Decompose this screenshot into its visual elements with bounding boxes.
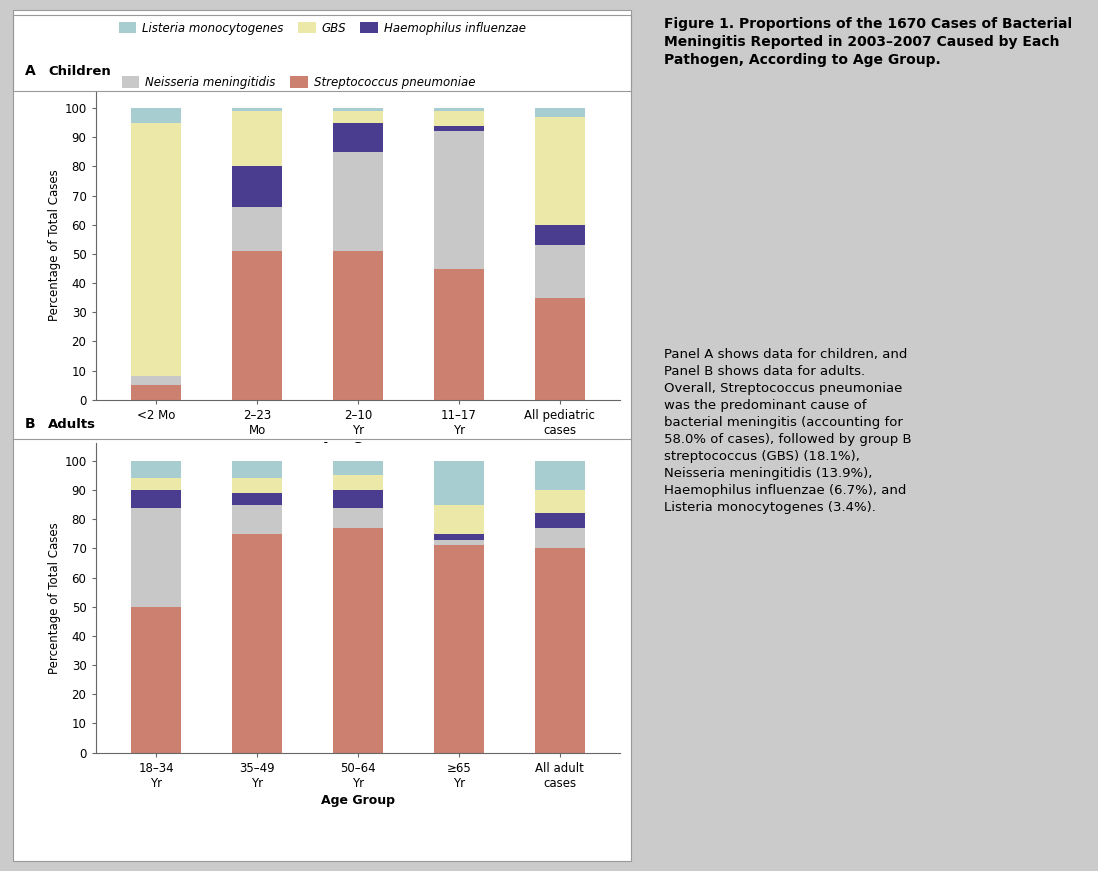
Bar [333,111,383,123]
Bar [333,490,383,508]
Bar [232,108,282,111]
Bar [232,493,282,504]
Bar [434,268,484,400]
Bar [333,251,383,400]
Bar [535,549,585,753]
Bar [535,513,585,528]
Bar [131,607,181,753]
Bar [131,385,181,400]
Bar [131,508,181,607]
Text: A: A [24,64,35,78]
Y-axis label: Percentage of Total Cases: Percentage of Total Cases [48,522,61,674]
Bar [232,534,282,753]
Bar [434,108,484,111]
Bar [535,461,585,490]
Bar [131,461,181,478]
Bar [131,376,181,385]
Bar [131,123,181,376]
Bar [535,108,585,117]
Bar [131,478,181,490]
Bar [434,545,484,753]
Y-axis label: Percentage of Total Cases: Percentage of Total Cases [48,169,61,321]
Text: B: B [24,417,35,431]
Text: Adults: Adults [48,418,97,431]
Bar [333,508,383,528]
Bar [333,476,383,490]
X-axis label: Age Group: Age Group [321,793,395,807]
Text: Figure 1. Proportions of the 1670 Cases of Bacterial Meningitis Reported in 2003: Figure 1. Proportions of the 1670 Cases … [664,17,1073,67]
Bar [131,490,181,508]
Legend: Neisseria meningitidis, Streptococcus pneumoniae: Neisseria meningitidis, Streptococcus pn… [117,71,480,94]
Bar [333,123,383,152]
Bar [434,125,484,132]
Bar [535,246,585,298]
Bar [131,108,181,123]
Bar [434,111,484,125]
Bar [232,207,282,251]
Bar [232,251,282,400]
Bar [434,132,484,268]
Bar [535,225,585,246]
Bar [434,504,484,534]
Bar [535,490,585,513]
X-axis label: Age Group: Age Group [321,441,395,454]
Bar [232,504,282,534]
Bar [535,298,585,400]
Bar [232,166,282,207]
Bar [333,108,383,111]
Bar [333,528,383,753]
Bar [434,461,484,504]
Bar [232,478,282,493]
Bar [333,152,383,251]
Bar [434,534,484,540]
Bar [535,528,585,549]
Bar [232,461,282,478]
Bar [535,117,585,225]
Bar [232,111,282,166]
Bar [333,461,383,476]
Bar [434,540,484,545]
Text: Children: Children [48,65,111,78]
Text: Panel A shows data for children, and
Panel B shows data for adults.
Overall, Str: Panel A shows data for children, and Pan… [664,348,912,515]
